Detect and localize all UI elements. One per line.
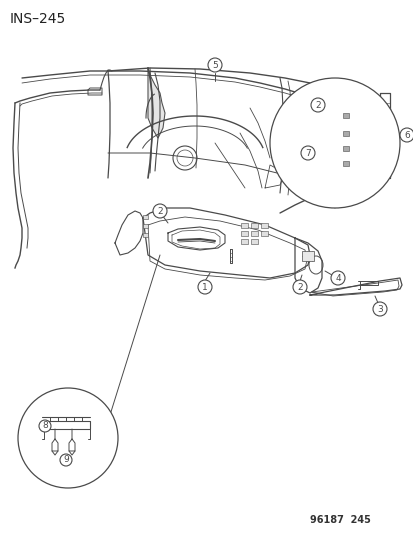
Text: 7: 7 [304,149,310,157]
Bar [260,223,267,228]
Bar [142,224,147,228]
Bar [342,131,348,136]
Bar [295,139,304,145]
Bar [381,111,386,116]
Bar [342,113,348,118]
Circle shape [60,454,72,466]
Bar [342,146,348,151]
Circle shape [18,388,118,488]
Circle shape [372,302,386,316]
Bar [381,149,386,154]
Text: 2: 2 [157,206,162,215]
Circle shape [310,98,324,112]
Circle shape [207,58,221,72]
Text: 9: 9 [63,456,69,464]
Text: 1: 1 [202,282,207,292]
Bar [250,231,257,236]
Bar [381,131,386,136]
Circle shape [269,78,399,208]
Bar [381,166,386,171]
Bar [301,251,313,261]
Circle shape [300,146,314,160]
Bar [295,149,304,155]
Bar [260,231,267,236]
Bar [295,129,304,135]
Circle shape [39,420,51,432]
Text: 8: 8 [42,422,48,431]
Bar [240,223,247,228]
Text: 96187  245: 96187 245 [309,515,370,525]
Bar [240,239,247,244]
Bar [250,223,257,228]
Text: 6: 6 [403,131,409,140]
Polygon shape [147,68,165,138]
Bar [142,233,147,237]
Text: 2: 2 [314,101,320,109]
Text: 2: 2 [297,282,302,292]
Circle shape [399,128,413,142]
Bar [240,231,247,236]
Circle shape [330,271,344,285]
Text: 4: 4 [335,273,340,282]
Circle shape [153,204,166,218]
Bar [295,159,304,165]
Text: 5: 5 [211,61,217,69]
Bar [142,215,147,219]
Text: 3: 3 [376,304,382,313]
Text: INS–245: INS–245 [10,12,66,26]
Circle shape [292,280,306,294]
Circle shape [197,280,211,294]
Bar [342,161,348,166]
Bar [250,239,257,244]
